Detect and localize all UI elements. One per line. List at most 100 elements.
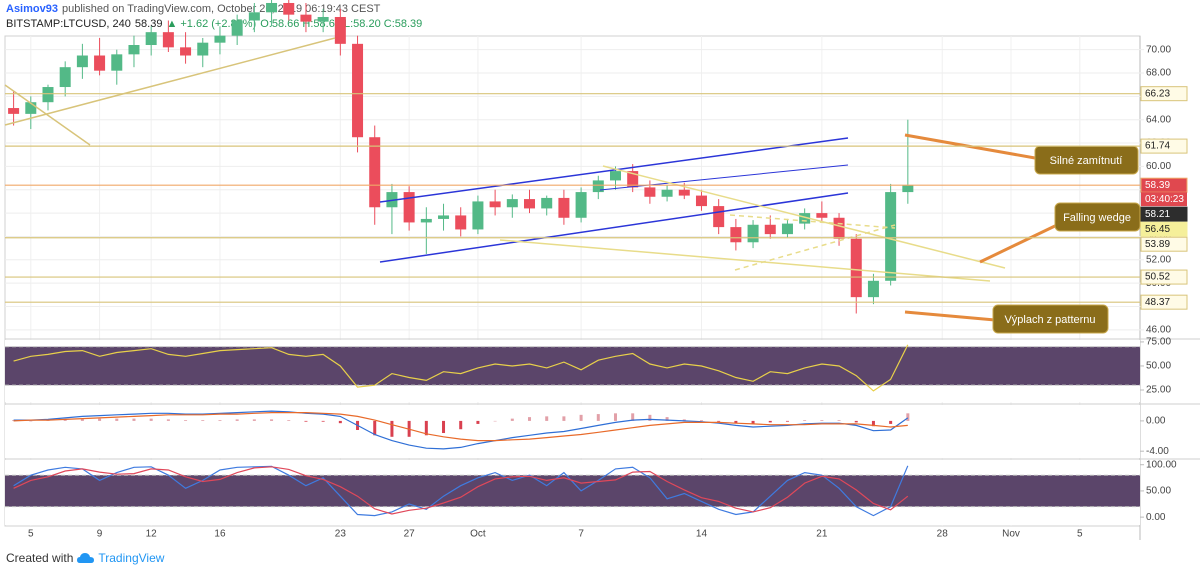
candle-body [592,180,604,193]
candle-body [317,16,329,22]
candle-body [403,192,415,223]
wedge-line [499,239,991,282]
candle-body [833,217,845,239]
histogram-bar [63,419,67,421]
callout-text: Falling wedge [1063,212,1131,224]
candle-body [231,20,243,36]
histogram-bar [717,420,721,422]
histogram-bar [889,420,893,424]
candle-body [162,32,174,48]
trendline [4,37,336,126]
x-tick-label: Oct [470,529,486,540]
candle-body [94,55,106,71]
histogram-bar [596,414,600,421]
y-tick-label: 100.00 [1146,459,1177,470]
countdown-box [1141,192,1187,207]
x-tick-label: 12 [146,529,158,540]
candle-body [145,32,157,46]
candle-body [197,42,209,56]
candle-body [713,206,725,228]
histogram-bar [321,420,325,422]
candle-body [111,54,123,71]
logo [77,553,95,563]
histogram-bar [304,420,308,422]
level-label-box [1140,294,1188,310]
histogram-bar [184,420,188,421]
x-tick-label: 28 [937,529,949,540]
histogram-bar [29,420,33,422]
candle-body [524,199,536,209]
candle-body [902,185,914,193]
countdown: 03:40:23 [1145,194,1184,205]
candle-body [300,14,312,22]
candle-body [369,137,381,208]
histogram-bar [287,420,291,421]
x-tick-label: 27 [404,529,416,540]
series-line [13,410,909,450]
level-label: 48.37 [1145,297,1170,308]
candle-body [283,2,295,15]
candle-body [25,102,37,114]
candle-body [248,12,260,21]
symbol: BITSTAMP:LTCUSD, 240 [6,18,131,30]
candle-body [575,192,587,218]
y-tick-label: 0.00 [1146,512,1166,523]
histogram-bar [854,420,858,423]
candle-body [627,171,639,188]
pane-background [5,405,1140,458]
histogram-bar [201,420,205,421]
histogram-bar [682,419,686,421]
drawings: Silné zamítnutí Falling wedge Výplach z … [4,37,1188,334]
y-tick-label: 46.00 [1146,324,1171,335]
series-line [13,465,909,517]
candle-body [489,201,501,208]
histogram-bar [390,420,394,437]
candle-body [816,213,828,218]
histogram-bar [768,420,772,423]
level-label: 66.23 [1145,88,1170,99]
arrow [979,223,1058,264]
candle-body [558,197,570,218]
channel-line [379,192,849,263]
series-line [13,344,909,392]
callout-box [1054,202,1141,232]
y-tick-label: 75.00 [1146,337,1171,348]
histogram-bar [613,413,617,421]
brand: TradingView [98,551,165,565]
candle-body [8,108,20,114]
channel-line [599,164,849,191]
level-label-box [1140,269,1188,285]
histogram-bar [562,416,566,421]
candle-body [850,238,862,298]
level-label: 53.89 [1145,239,1170,250]
callout-text: Silné zamítnutí [1050,155,1123,167]
histogram-bar [442,420,446,434]
callout-text: Výplach z patternu [1004,314,1095,326]
histogram-bar [734,420,738,424]
channel-line [379,137,849,203]
x-tick-label: 16 [214,529,226,540]
level-label-box [1140,206,1188,222]
y-tick-label: 50.00 [1146,361,1171,372]
y-tick-label: 25.00 [1146,385,1171,396]
candle-body [59,67,71,88]
level-label: 61.74 [1145,141,1170,152]
x-tick-label: 9 [97,529,103,540]
x-tick-label: 5 [28,529,34,540]
chart: 5912162327Oct7142128Nov546.0048.0050.005… [4,0,1200,540]
series-line [13,412,908,442]
level-label-box [1140,86,1188,102]
candle-body [695,195,707,207]
level-label-box [1140,221,1188,237]
wedge-line [734,224,896,271]
candle-body [438,215,450,219]
level-label-box [1140,236,1188,252]
candle-body [609,171,621,181]
wedge-line [602,165,1006,269]
y-tick-label: 60.00 [1146,161,1171,172]
candle-body [781,223,793,235]
candle-body [128,45,140,55]
candle-body [76,55,88,68]
histogram-bar [115,418,119,421]
candle-body [644,187,656,197]
